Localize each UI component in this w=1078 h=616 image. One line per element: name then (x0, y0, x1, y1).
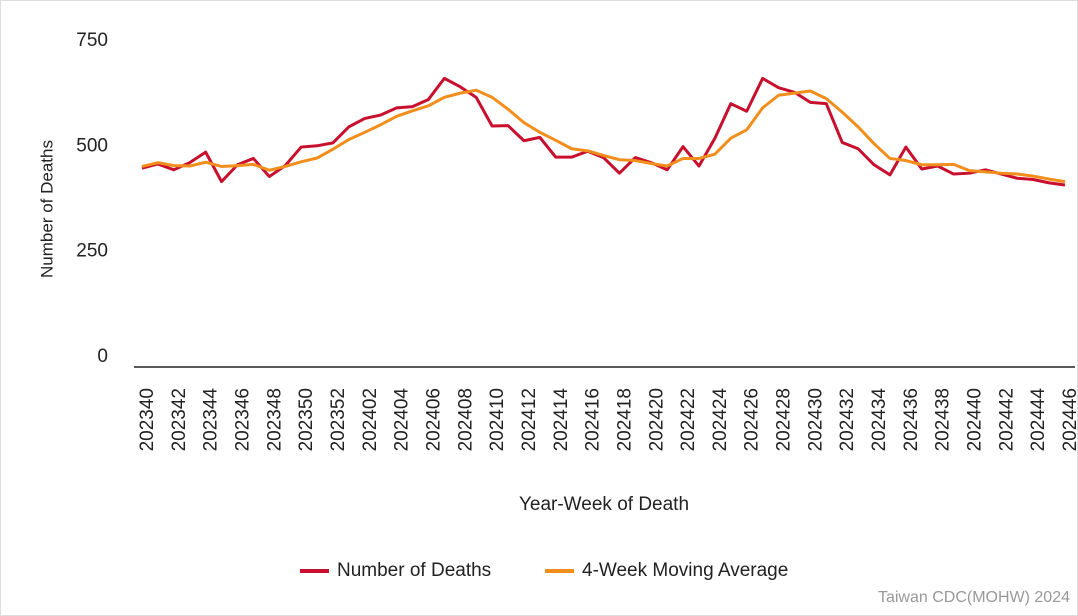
x-tick-label: 202412 (519, 388, 540, 451)
x-tick-label: 202436 (901, 388, 922, 451)
x-tick-label: 202434 (869, 388, 890, 452)
x-tick-label: 202418 (614, 388, 635, 451)
y-tick-label: 750 (76, 30, 108, 51)
source: Taiwan CDC(MOHW) 2024 (878, 589, 1070, 606)
x-tick-label: 202410 (487, 388, 508, 451)
x-tick-label: 202340 (137, 388, 158, 451)
x-tick-label: 202406 (423, 388, 444, 451)
x-tick-label: 202420 (646, 388, 667, 451)
x-tick-label: 202446 (1060, 388, 1078, 451)
x-tick-label: 202344 (201, 388, 222, 452)
x-tick-label: 202430 (805, 388, 826, 451)
x-tick-label: 202346 (232, 388, 253, 451)
x-axis-title: Year-Week of Death (519, 494, 689, 515)
x-tick-label: 202422 (678, 388, 699, 451)
legend-label: Number of Deaths (337, 560, 491, 581)
x-tick-label: 202444 (1028, 388, 1049, 452)
x-tick-label: 202442 (996, 388, 1017, 451)
x-tick-label: 202404 (392, 388, 413, 452)
legend-label: 4-Week Moving Average (582, 560, 788, 581)
x-tick-label: 202424 (710, 388, 731, 452)
line (141, 76, 1066, 187)
x-tick-label: 202428 (774, 388, 795, 451)
x-tick-label: 202342 (169, 388, 190, 451)
x-tick-label: 202350 (296, 388, 317, 451)
line (141, 88, 1066, 184)
x-tick-label: 202352 (328, 388, 349, 451)
y-tick-label: 250 (76, 241, 108, 262)
x-tick-label: 202408 (455, 388, 476, 451)
x-tick-label: 202348 (264, 388, 285, 451)
y-tick-label: 0 (97, 346, 108, 367)
x-tick-label: 202426 (742, 388, 763, 451)
x-tick-label: 202438 (933, 388, 954, 451)
x-tick-label: 202402 (360, 388, 381, 451)
x-tick-label: 202432 (837, 388, 858, 451)
x-tick-label: 202440 (965, 388, 986, 451)
y-tick-label: 500 (76, 135, 108, 156)
y-axis-title: Number of Deaths (37, 140, 56, 278)
x-tick-label: 202416 (583, 388, 604, 451)
x-tick-label: 202414 (551, 388, 572, 452)
